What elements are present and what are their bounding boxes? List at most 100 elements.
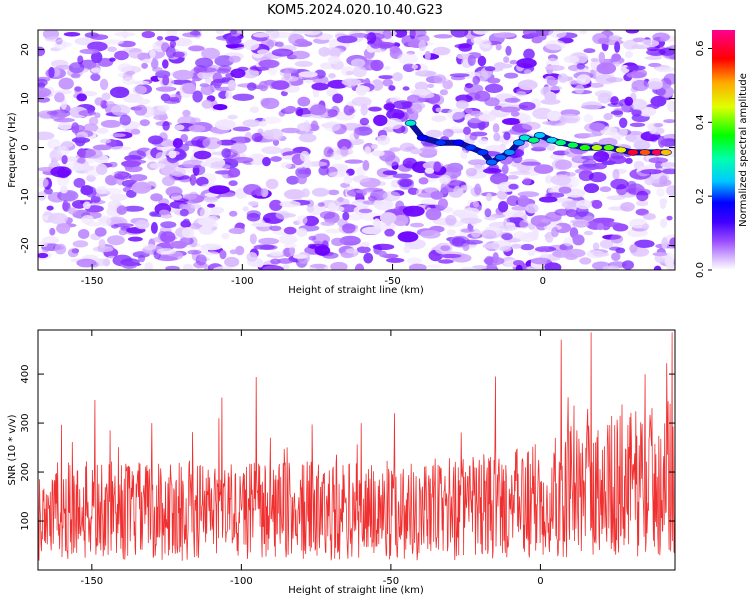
noise-blob: [483, 168, 502, 174]
noise-blob: [188, 124, 206, 133]
noise-blob: [493, 132, 501, 142]
noise-blob: [583, 183, 600, 194]
noise-blob: [636, 200, 649, 207]
spectrogram-frame: [37, 29, 676, 271]
colorbar-label: Normalized spectral amplitude: [738, 73, 749, 227]
noise-blob: [327, 55, 341, 64]
noise-blob: [201, 47, 221, 60]
noise-blob: [248, 201, 259, 207]
noise-blob: [131, 181, 152, 194]
noise-blob: [433, 74, 447, 84]
noise-blob: [544, 91, 557, 102]
noise-blob: [90, 195, 101, 203]
signal-point: [660, 149, 672, 156]
noise-blob: [662, 168, 675, 175]
noise-blob: [511, 205, 529, 211]
x-tick-label: 0: [540, 276, 546, 287]
noise-blob: [470, 131, 488, 137]
noise-blob: [55, 65, 74, 70]
noise-blob: [262, 156, 271, 167]
noise-blob: [164, 35, 180, 42]
spectrogram-y-label: Frequency (Hz): [7, 112, 18, 188]
noise-blob: [163, 99, 180, 104]
noise-blob: [195, 254, 207, 266]
noise-blob: [523, 69, 532, 75]
noise-blob: [61, 140, 74, 148]
noise-blob: [371, 143, 378, 150]
noise-blob: [564, 172, 576, 177]
noise-blob: [420, 198, 437, 206]
noise-blob: [230, 68, 246, 79]
x-tick-label: -50: [383, 576, 399, 587]
noise-blob: [393, 214, 409, 227]
noise-blob: [472, 30, 489, 35]
signal-point: [554, 139, 567, 146]
noise-blob: [296, 215, 308, 225]
noise-blob: [67, 207, 77, 215]
noise-blob: [213, 83, 221, 89]
noise-blob: [341, 78, 362, 86]
noise-blob: [83, 123, 99, 133]
signal-point: [485, 158, 498, 166]
noise-blob: [99, 215, 112, 227]
noise-blob: [258, 120, 267, 127]
noise-blob: [545, 174, 553, 184]
noise-blob: [576, 62, 585, 70]
noise-blob: [520, 243, 535, 251]
noise-blob: [583, 48, 596, 54]
noise-blob: [54, 92, 65, 103]
noise-blob: [451, 237, 466, 247]
noise-blob: [598, 137, 618, 147]
noise-blob: [646, 48, 666, 56]
noise-blob: [453, 185, 462, 198]
noise-blob: [499, 224, 518, 231]
noise-blob: [345, 248, 358, 254]
noise-blob: [358, 208, 373, 214]
noise-blob: [610, 110, 624, 115]
noise-blob: [323, 121, 341, 132]
noise-blob: [265, 30, 280, 40]
noise-blob: [38, 177, 49, 189]
noise-blob: [189, 174, 197, 186]
noise-blob: [629, 122, 646, 128]
noise-blob: [455, 100, 469, 109]
noise-blob: [61, 154, 68, 165]
noise-blob: [541, 120, 562, 125]
noise-blob: [46, 110, 59, 115]
signal-point: [533, 132, 546, 139]
noise-blob: [274, 41, 284, 47]
noise-blob: [221, 148, 231, 159]
noise-blob: [200, 243, 222, 251]
noise-blob: [215, 119, 236, 131]
noise-blob: [527, 250, 536, 256]
noise-blob: [478, 113, 497, 122]
noise-blob: [442, 128, 454, 138]
noise-blob: [611, 252, 621, 261]
noise-blob: [141, 62, 149, 69]
noise-blob: [122, 93, 143, 103]
noise-blob: [280, 162, 292, 169]
noise-blob: [227, 79, 236, 91]
noise-blob: [501, 233, 513, 241]
noise-blob: [168, 150, 177, 159]
noise-blob: [568, 79, 582, 85]
noise-blob: [589, 82, 604, 88]
noise-blob: [38, 87, 52, 98]
noise-blob: [546, 76, 558, 87]
signal-point: [503, 149, 516, 156]
noise-blob: [310, 263, 327, 269]
noise-blob: [62, 200, 69, 212]
noise-blob: [77, 229, 90, 239]
noise-blob: [376, 135, 391, 146]
noise-blob: [609, 56, 625, 65]
noise-blob: [389, 147, 401, 152]
noise-blob: [235, 245, 245, 256]
y-tick-label: 0: [20, 144, 31, 150]
noise-blob: [224, 256, 240, 268]
noise-blob: [598, 51, 605, 63]
snr-frame: [37, 329, 676, 571]
noise-blob: [545, 40, 566, 51]
noise-blob: [226, 44, 239, 49]
noise-blob: [408, 263, 427, 270]
noise-blob: [90, 67, 102, 73]
